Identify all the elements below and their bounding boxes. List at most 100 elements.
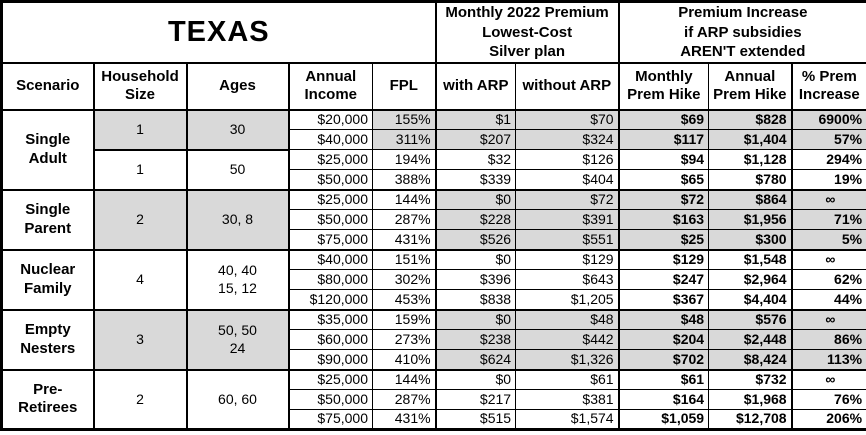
col-header-ages: Ages — [185, 62, 289, 111]
annual-hike-cell: $4,404 — [708, 289, 793, 310]
without-arp-cell: $442 — [515, 329, 620, 350]
table-title: TEXAS — [0, 1, 437, 64]
pct-increase-cell: 62% — [790, 269, 866, 290]
income-cell: $60,000 — [287, 329, 373, 350]
with-arp-cell: $396 — [434, 269, 517, 290]
with-arp-cell: $238 — [434, 329, 517, 350]
premium-group-header: Monthly 2022 Premium Lowest-Cost Silver … — [434, 1, 620, 64]
pct-increase-cell: 44% — [790, 289, 866, 310]
pct-increase-cell: 19% — [790, 169, 866, 190]
income-cell: $90,000 — [287, 349, 373, 370]
table-row: $50,000 287% $228 $391 $163 $1,956 71% — [2, 209, 866, 230]
fpl-cell: 311% — [371, 129, 437, 150]
col-header-without-arp: without ARP — [515, 62, 620, 111]
pct-increase-cell: ∞ — [790, 308, 866, 330]
income-cell: $40,000 — [287, 129, 373, 150]
monthly-hike-cell: $94 — [617, 149, 710, 170]
annual-hike-cell: $1,968 — [708, 389, 793, 410]
with-arp-cell: $217 — [434, 389, 517, 410]
household-cell: 3 — [92, 308, 187, 370]
ages-cell: 50, 50 24 — [185, 308, 289, 370]
income-cell: $80,000 — [287, 269, 373, 290]
table-row: Nuclear Family 4 40, 40 15, 12 $40,000 1… — [1, 248, 866, 310]
without-arp-cell: $324 — [515, 129, 620, 150]
ages-cell: 40, 40 15, 12 — [185, 248, 289, 310]
annual-hike-cell: $1,548 — [708, 248, 793, 270]
fpl-cell: 431% — [371, 409, 437, 430]
household-cell: 2 — [92, 188, 187, 250]
fpl-cell: 287% — [371, 209, 437, 230]
income-cell: $50,000 — [287, 209, 373, 230]
without-arp-cell: $1,574 — [515, 409, 620, 430]
without-arp-cell: $643 — [515, 269, 620, 290]
income-cell: $20,000 — [287, 109, 373, 130]
household-cell: 4 — [92, 248, 187, 310]
without-arp-cell: $404 — [515, 169, 620, 190]
table-row: $40,000 311% $207 $324 $117 $1,404 57% — [2, 129, 866, 150]
pct-increase-cell: ∞ — [790, 188, 866, 210]
annual-hike-cell: $300 — [708, 229, 793, 250]
fpl-cell: 155% — [371, 109, 437, 130]
table-row: 1 50 $25,000 194% $32 $126 $94 $1,128 29… — [2, 148, 866, 190]
annual-hike-cell: $1,128 — [708, 149, 793, 170]
with-arp-cell: $624 — [434, 349, 517, 370]
without-arp-cell: $72 — [515, 188, 620, 210]
increase-group-header: Premium Increase if ARP subsidies AREN'T… — [617, 1, 866, 64]
annual-hike-cell: $2,448 — [708, 329, 793, 350]
with-arp-cell: $838 — [434, 289, 517, 310]
fpl-cell: 159% — [371, 308, 437, 330]
pct-increase-cell: 86% — [790, 329, 866, 350]
table-row: $75,000 431% $526 $551 $25 $300 5% — [2, 229, 866, 250]
monthly-hike-cell: $61 — [617, 368, 710, 390]
annual-hike-cell: $8,424 — [708, 349, 793, 370]
monthly-hike-cell: $164 — [617, 389, 710, 410]
with-arp-cell: $526 — [434, 229, 517, 250]
income-cell: $40,000 — [287, 248, 373, 270]
col-header-pct-prem-increase: % Prem Increase — [790, 62, 866, 111]
with-arp-cell: $0 — [434, 368, 517, 390]
without-arp-cell: $1,205 — [515, 289, 620, 310]
monthly-hike-cell: $65 — [617, 169, 710, 190]
income-cell: $120,000 — [287, 289, 373, 310]
with-arp-cell: $32 — [434, 149, 517, 170]
without-arp-cell: $1,326 — [515, 349, 620, 370]
pct-increase-cell: 71% — [790, 209, 866, 230]
fpl-cell: 273% — [371, 329, 437, 350]
income-cell: $75,000 — [287, 409, 373, 430]
fpl-cell: 410% — [371, 349, 437, 370]
annual-hike-cell: $1,956 — [708, 209, 793, 230]
income-cell: $25,000 — [287, 368, 373, 390]
with-arp-cell: $339 — [434, 169, 517, 190]
col-header-annual-prem-hike: Annual Prem Hike — [708, 62, 793, 111]
monthly-hike-cell: $163 — [617, 209, 710, 230]
with-arp-cell: $207 — [434, 129, 517, 150]
table-row: Single Adult 1 30 $20,000 155% $1 $70 $6… — [1, 109, 866, 190]
without-arp-cell: $126 — [515, 149, 620, 170]
col-header-household-size: Household Size — [92, 62, 187, 111]
pct-increase-cell: 113% — [790, 349, 866, 370]
fpl-cell: 453% — [371, 289, 437, 310]
monthly-hike-cell: $72 — [617, 188, 710, 210]
with-arp-cell: $228 — [434, 209, 517, 230]
without-arp-cell: $381 — [515, 389, 620, 410]
annual-hike-cell: $780 — [708, 169, 793, 190]
scenario-cell: Single Adult — [1, 109, 94, 190]
col-header-with-arp: with ARP — [434, 62, 517, 111]
pct-increase-cell: 294% — [790, 149, 866, 170]
with-arp-cell: $1 — [434, 109, 517, 130]
fpl-cell: 144% — [371, 188, 437, 210]
pct-increase-cell: 6900% — [790, 109, 866, 130]
income-cell: $50,000 — [287, 169, 373, 190]
without-arp-cell: $48 — [515, 308, 620, 330]
monthly-hike-cell: $367 — [617, 289, 710, 310]
table-row: $75,000 431% $515 $1,574 $1,059 $12,708 … — [2, 409, 866, 430]
fpl-cell: 151% — [371, 248, 437, 270]
fpl-cell: 144% — [371, 368, 437, 390]
annual-hike-cell: $864 — [708, 188, 793, 210]
monthly-hike-cell: $48 — [617, 308, 710, 330]
without-arp-cell: $129 — [515, 248, 620, 270]
income-cell: $25,000 — [287, 149, 373, 170]
table-row: $50,000 388% $339 $404 $65 $780 19% — [2, 169, 866, 190]
with-arp-cell: $0 — [434, 248, 517, 270]
